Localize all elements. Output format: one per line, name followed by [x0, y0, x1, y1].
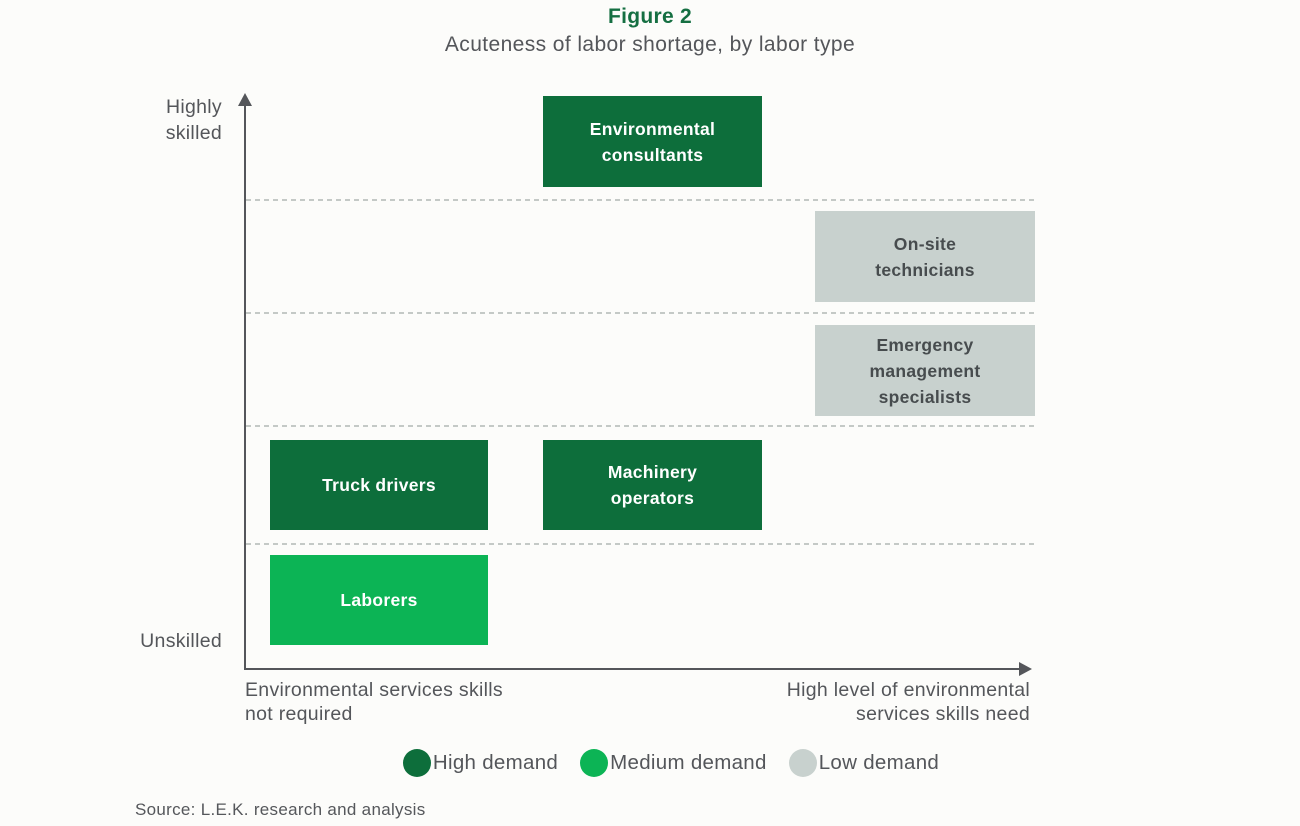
row-divider [246, 199, 1035, 201]
label-box-laborers: Laborers [270, 555, 488, 645]
legend-item-low-demand: Low demand [788, 749, 940, 777]
legend-high-demand-dot-icon [402, 749, 431, 777]
x-axis-line [244, 668, 1020, 670]
label-box-emergency-management-specialists: Emergency management specialists [815, 325, 1035, 416]
label-box-environmental-consultants: Environmental consultants [543, 96, 762, 187]
figure-label: Figure 2 [607, 5, 693, 28]
x-axis-arrow-icon [1019, 662, 1032, 676]
y-axis-label-top: Highly skilled [165, 96, 222, 144]
row-divider [246, 425, 1035, 427]
legend-label: Low demand [818, 751, 940, 774]
legend-item-medium-demand: Medium demand [580, 749, 767, 777]
y-axis-line [244, 104, 246, 670]
x-axis-label-right: High level of environmental services ski… [786, 679, 1030, 725]
legend-item-high-demand: High demand [402, 749, 559, 777]
source-note: Source: L.E.K. research and analysis [135, 800, 426, 819]
label-box-truck-drivers: Truck drivers [270, 440, 488, 530]
legend-medium-demand-dot-icon [580, 749, 609, 777]
label-box-on-site-technicians: On-site technicians [815, 211, 1035, 302]
legend-label: Medium demand [610, 751, 767, 774]
legend-label: High demand [432, 751, 559, 774]
legend-low-demand-dot-icon [788, 749, 817, 777]
y-axis-arrow-icon [238, 93, 252, 106]
x-axis-label-left: Environmental services skills not requir… [245, 679, 503, 725]
row-divider [246, 543, 1035, 545]
y-axis-label-bottom: Unskilled [140, 630, 222, 652]
label-box-machinery-operators: Machinery operators [543, 440, 762, 530]
figure-title: Acuteness of labor shortage, by labor ty… [444, 33, 856, 56]
legend: High demand Medium demand Low demand [21, 749, 1300, 777]
row-divider [246, 312, 1035, 314]
